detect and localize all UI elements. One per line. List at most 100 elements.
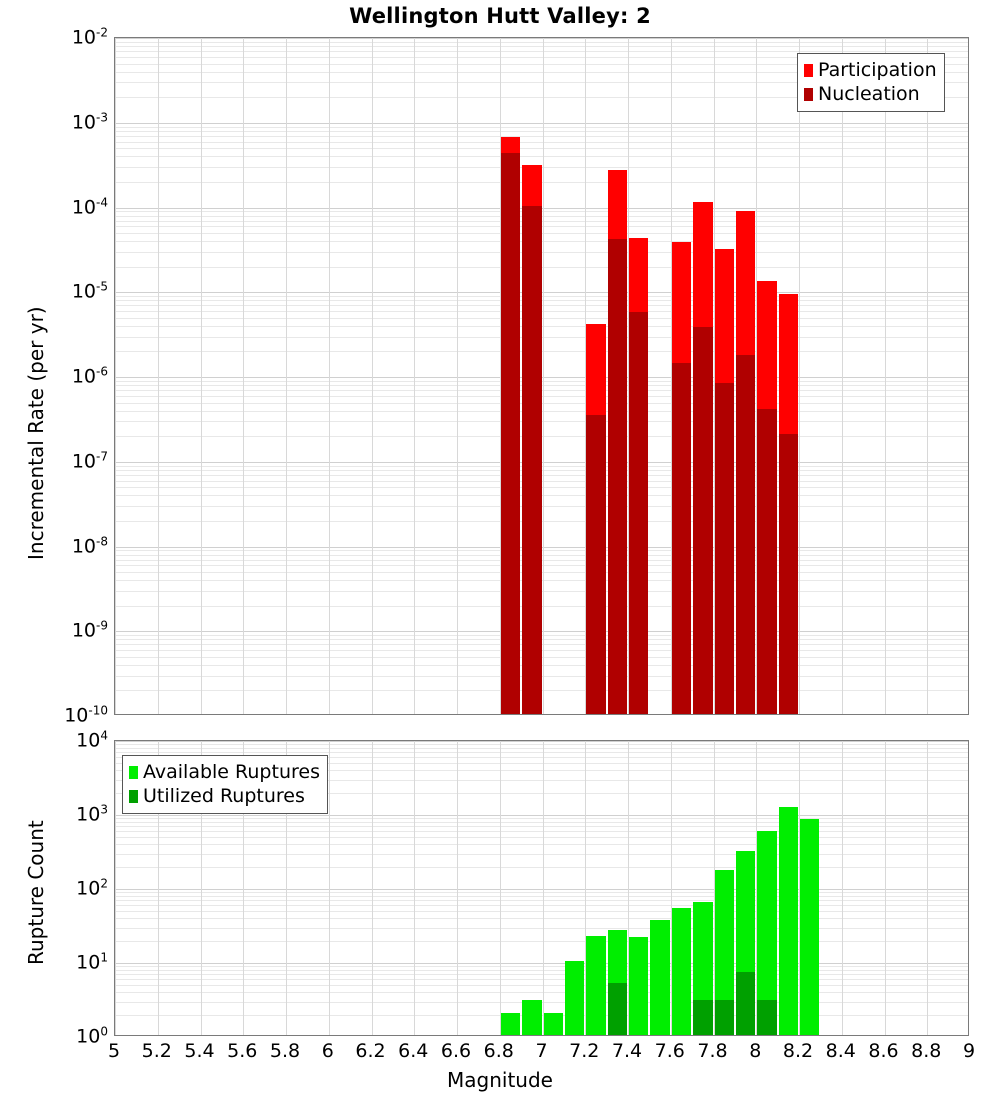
bar-segment-nucleation bbox=[629, 311, 649, 714]
bar bbox=[735, 38, 756, 714]
x-tick-label: 7.6 bbox=[654, 1040, 685, 1062]
x-tick-label: 8.2 bbox=[782, 1040, 814, 1062]
bar bbox=[479, 741, 498, 1035]
bar-segment-nucleation bbox=[693, 326, 713, 714]
bar bbox=[671, 38, 692, 714]
bar bbox=[437, 741, 456, 1035]
x-tick-label: 9 bbox=[962, 1040, 976, 1062]
bottom-y-axis-title: Rupture Count bbox=[24, 820, 48, 965]
bar-segment-available bbox=[714, 869, 734, 1035]
x-tick-label: 8.4 bbox=[825, 1040, 856, 1062]
x-tick-label: 5.6 bbox=[227, 1040, 258, 1062]
top-legend: Participation Nucleation bbox=[797, 53, 945, 112]
x-tick-label: 7 bbox=[535, 1040, 548, 1062]
bar-segment-nucleation bbox=[586, 414, 606, 714]
bar-segment-utilized bbox=[607, 983, 627, 1035]
legend-label: Available Ruptures bbox=[143, 760, 320, 783]
y-tick-label: 10-8 bbox=[71, 533, 108, 558]
x-tick-label: 7.4 bbox=[611, 1040, 643, 1062]
top-bars bbox=[115, 38, 968, 714]
legend-label: Nucleation bbox=[818, 82, 920, 105]
bar bbox=[757, 741, 777, 1035]
bar-segment-available bbox=[522, 999, 542, 1035]
bar bbox=[714, 38, 734, 714]
x-axis-title: Magnitude bbox=[447, 1068, 553, 1092]
bar-segment-utilized bbox=[735, 972, 756, 1035]
x-tick-label: 5.2 bbox=[141, 1040, 172, 1062]
bar bbox=[693, 38, 713, 714]
bar bbox=[629, 38, 649, 714]
bar-segment-nucleation bbox=[522, 205, 542, 714]
x-tick-label: 8 bbox=[749, 1040, 762, 1062]
legend-item: Utilized Ruptures bbox=[129, 784, 320, 808]
bar bbox=[607, 38, 627, 714]
bottom-bars bbox=[115, 741, 968, 1035]
bar bbox=[522, 741, 542, 1035]
bar-segment-nucleation bbox=[607, 239, 627, 714]
x-tick-label: 6.8 bbox=[483, 1040, 514, 1062]
bar bbox=[800, 741, 820, 1035]
legend-label: Participation bbox=[818, 58, 937, 81]
legend-swatch-icon bbox=[129, 765, 138, 779]
bar-segment-utilized bbox=[693, 999, 713, 1035]
bar-segment-available bbox=[543, 1012, 563, 1035]
bottom-legend: Available Ruptures Utilized Ruptures bbox=[122, 755, 328, 814]
y-tick-label: 102 bbox=[76, 876, 108, 900]
y-tick-label: 10-3 bbox=[71, 110, 108, 134]
y-tick-label: 100 bbox=[76, 1024, 108, 1048]
bar-segment-utilized bbox=[714, 999, 734, 1035]
bar bbox=[735, 741, 756, 1035]
y-tick-label: 103 bbox=[76, 802, 108, 826]
bar-segment-nucleation bbox=[671, 362, 692, 714]
bar bbox=[778, 38, 798, 714]
y-tick-label: 10-10 bbox=[64, 703, 108, 727]
bar bbox=[607, 741, 627, 1035]
bar-segment-available bbox=[650, 919, 670, 1035]
bar bbox=[671, 741, 692, 1035]
legend-swatch-icon bbox=[129, 789, 138, 803]
bar bbox=[714, 741, 734, 1035]
y-tick-label: 10-4 bbox=[71, 194, 108, 219]
legend-item: Nucleation bbox=[804, 82, 937, 106]
bar-segment-available bbox=[757, 831, 777, 1035]
bar bbox=[693, 741, 713, 1035]
y-tick-label: 10-6 bbox=[71, 364, 108, 388]
bar bbox=[586, 741, 606, 1035]
bar-segment-available bbox=[629, 937, 649, 1035]
bar-segment-available bbox=[671, 908, 692, 1035]
y-tick-label: 10-2 bbox=[71, 25, 108, 49]
bar bbox=[586, 38, 606, 714]
x-tick-label: 7.8 bbox=[697, 1040, 728, 1062]
bar-segment-nucleation bbox=[500, 152, 521, 714]
bar bbox=[500, 38, 521, 714]
bar-segment-nucleation bbox=[757, 408, 777, 714]
bottom-gridlines bbox=[115, 741, 968, 1035]
y-tick-label: 10-5 bbox=[71, 279, 108, 303]
bar-segment-available bbox=[800, 819, 820, 1035]
x-tick-label: 6.2 bbox=[355, 1040, 386, 1062]
y-tick-label: 101 bbox=[76, 950, 108, 974]
bar bbox=[757, 38, 777, 714]
bar-segment-available bbox=[500, 1012, 521, 1035]
x-tick-label: 6.6 bbox=[440, 1040, 472, 1062]
x-tick-label: 8.6 bbox=[868, 1040, 899, 1062]
x-tick-label: 8.8 bbox=[911, 1040, 942, 1062]
x-tick-label: 5.8 bbox=[269, 1040, 301, 1062]
incremental-rate-plot bbox=[114, 37, 969, 715]
x-tick-label: 5.4 bbox=[184, 1040, 215, 1062]
page-title: Wellington Hutt Valley: 2 bbox=[349, 4, 651, 28]
bar-segment-available bbox=[586, 935, 606, 1035]
bar bbox=[564, 741, 585, 1035]
legend-item: Available Ruptures bbox=[129, 760, 320, 784]
bar-segment-available bbox=[778, 807, 798, 1035]
y-tick-label: 10-7 bbox=[71, 449, 108, 473]
bar bbox=[650, 741, 670, 1035]
rupture-count-plot bbox=[114, 740, 969, 1036]
legend-swatch-icon bbox=[804, 87, 813, 101]
legend-label: Utilized Ruptures bbox=[143, 784, 305, 807]
bar-segment-nucleation bbox=[735, 355, 756, 714]
top-y-axis-title: Incremental Rate (per yr) bbox=[24, 306, 48, 560]
y-tick-label: 104 bbox=[76, 728, 108, 752]
x-tick-label: 6 bbox=[321, 1040, 334, 1062]
